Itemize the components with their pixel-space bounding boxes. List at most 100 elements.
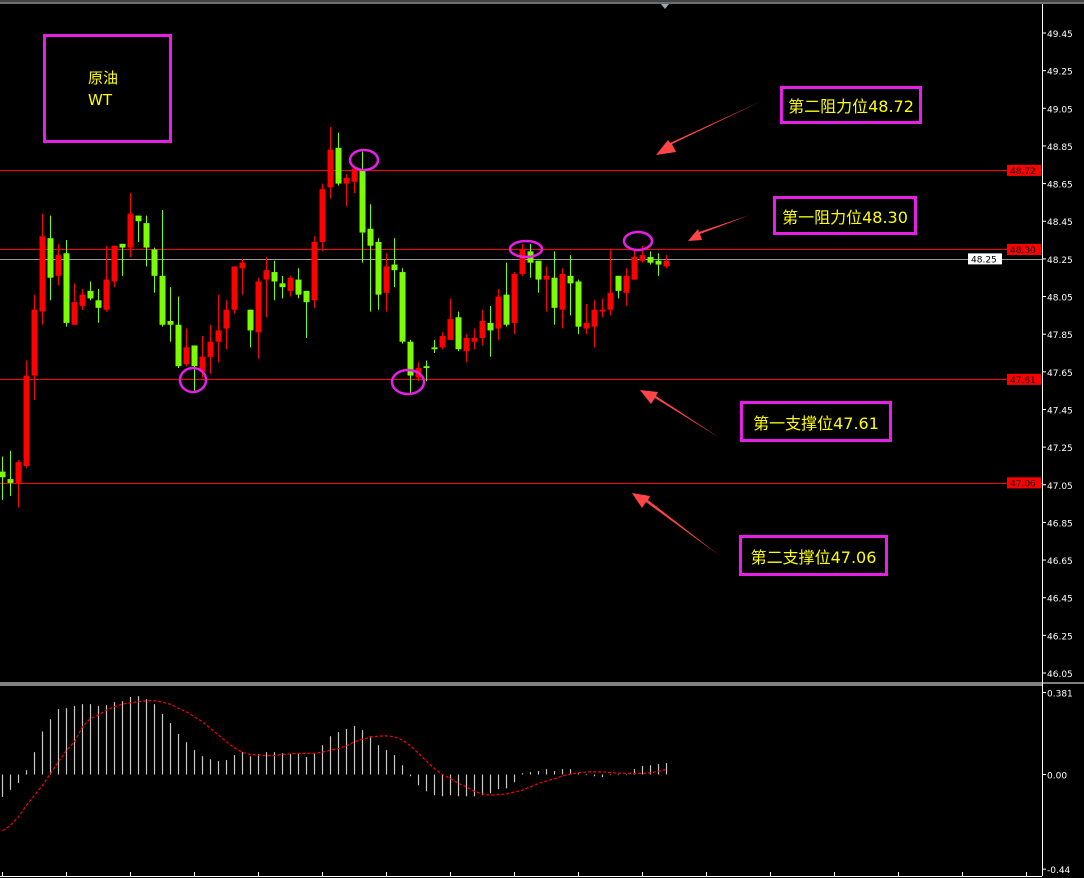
candle-up <box>663 255 670 269</box>
candle-body <box>551 277 558 308</box>
support-touch-circle <box>390 368 426 396</box>
macd-signal-line <box>2 700 667 832</box>
candle-body <box>463 337 470 352</box>
candle-down <box>615 275 622 299</box>
candle-body <box>135 215 142 222</box>
candle-down <box>423 360 430 382</box>
candle-body <box>167 321 174 325</box>
candle-up <box>239 258 246 295</box>
candle-body <box>623 275 630 293</box>
candle-body <box>39 236 46 312</box>
candle-body <box>183 347 190 365</box>
price-tick-label: 47.05 <box>1047 482 1073 492</box>
arrow-icon <box>632 493 720 556</box>
current-price-tag-bg <box>968 253 1002 265</box>
resistance-touch-circle <box>508 239 544 259</box>
candle-down <box>95 289 102 323</box>
candle-body <box>575 281 582 327</box>
candle-body <box>271 272 278 282</box>
candle-body <box>447 319 454 340</box>
candle-body <box>87 290 94 299</box>
candle-body <box>359 170 366 233</box>
candle-body <box>663 260 670 267</box>
price-tick-label: 48.45 <box>1047 218 1073 228</box>
candle-body <box>439 336 446 348</box>
candle-body <box>591 309 598 327</box>
candle-up <box>255 277 262 359</box>
time-axis-ticks <box>2 872 1027 877</box>
candle-body <box>119 243 126 248</box>
candle-up <box>327 127 334 199</box>
price-tick-label: 46.25 <box>1047 632 1073 642</box>
candle-body <box>639 255 646 261</box>
level-price-tag: 48.72 <box>1010 167 1036 177</box>
candle-down <box>151 247 158 293</box>
candles <box>0 127 670 508</box>
candle-body <box>327 149 334 188</box>
price-tick-label: 48.65 <box>1047 181 1073 191</box>
price-tick-label: 48.25 <box>1047 256 1073 266</box>
price-tick-label: 49.05 <box>1047 105 1073 115</box>
candle-body <box>431 347 438 350</box>
candle-up <box>591 300 598 348</box>
candle-down <box>47 215 54 301</box>
candle-up <box>471 328 478 350</box>
candle-up <box>127 193 134 257</box>
candle-body <box>199 356 206 372</box>
shift-marker-icon[interactable] <box>661 4 669 9</box>
price-tick-label: 47.45 <box>1047 406 1073 416</box>
candle-up <box>439 332 446 350</box>
candle-body <box>471 337 478 342</box>
candle-up <box>383 253 390 312</box>
candle-body <box>647 257 654 263</box>
candle-body <box>239 262 246 269</box>
candle-body <box>615 275 622 291</box>
candle-up <box>511 272 518 335</box>
candle-up <box>79 289 86 310</box>
price-tick-label: 47.85 <box>1047 331 1073 341</box>
candle-body <box>23 375 30 466</box>
candle-body <box>287 277 294 291</box>
candle-up <box>23 360 30 468</box>
candle-body <box>391 264 398 271</box>
candle-body <box>319 189 326 242</box>
candle-body <box>559 273 566 310</box>
candle-body <box>7 479 14 483</box>
candle-body <box>503 294 510 325</box>
candle-down <box>63 240 70 327</box>
level-price-tag: 48.30 <box>1010 246 1036 256</box>
candle-up <box>351 166 358 193</box>
annotation-marks <box>178 101 762 556</box>
candle-up <box>607 249 614 316</box>
candle-body <box>455 317 462 350</box>
candle-body <box>79 294 86 306</box>
candle-body <box>111 245 118 282</box>
resistance-touch-circle <box>348 148 380 172</box>
candle-up <box>447 298 454 340</box>
candle-body <box>399 272 406 342</box>
candle-body <box>607 292 614 310</box>
candle-up <box>183 328 190 367</box>
candle-down <box>7 450 14 497</box>
candle-down <box>335 132 342 186</box>
candle-up <box>39 213 46 325</box>
price-tick-label: 48.85 <box>1047 143 1073 153</box>
resistance-2-label: 第二阻力位48.72 <box>780 86 922 124</box>
candle-down <box>527 243 534 278</box>
instrument-label-box: 原油 WT <box>43 34 172 143</box>
candle-up <box>263 257 270 318</box>
candle-body <box>55 255 62 276</box>
candle-body <box>175 324 182 367</box>
candle-body <box>335 147 342 184</box>
support-1-label: 第一支撑位47.61 <box>740 401 892 442</box>
support-2-label: 第二支撑位47.06 <box>739 535 888 576</box>
candle-down <box>271 260 278 301</box>
candle-down <box>175 296 182 369</box>
candle-up <box>215 294 222 363</box>
candle-down <box>391 238 398 288</box>
candle-up <box>319 183 326 252</box>
arrow-icon <box>656 101 762 155</box>
candle-up <box>71 283 78 325</box>
candle-down <box>295 268 302 299</box>
candle-up <box>15 460 22 508</box>
